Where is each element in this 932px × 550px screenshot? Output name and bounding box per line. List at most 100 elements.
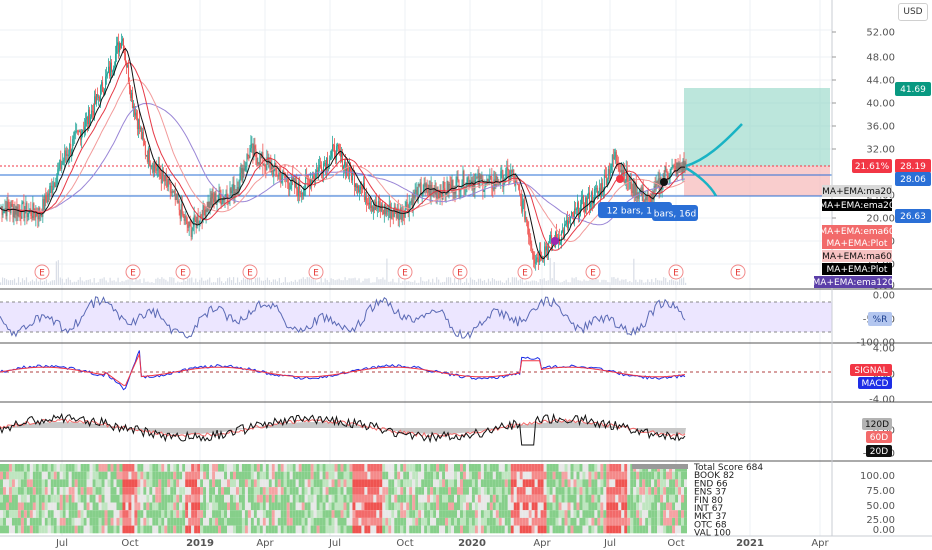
- heatmap-cell: [229, 494, 233, 503]
- projection-arrow-down[interactable]: [685, 166, 718, 197]
- candle-body: [559, 237, 561, 245]
- earnings-marker[interactable]: [397, 264, 413, 280]
- heatmap-cell: [101, 525, 105, 534]
- earnings-marker[interactable]: [585, 264, 601, 280]
- candle-body: [190, 226, 192, 238]
- williams-r-badge-bg[interactable]: [868, 312, 892, 326]
- earnings-marker[interactable]: [34, 264, 50, 280]
- candle-body: [439, 190, 441, 198]
- change-percent-badge-bg[interactable]: [852, 159, 892, 173]
- legend-item-bg[interactable]: [822, 237, 892, 249]
- earnings-marker[interactable]: [668, 264, 684, 280]
- heatmap-cell: [346, 510, 350, 518]
- target-price-badge-bg[interactable]: [895, 82, 931, 96]
- signal-badge-bg[interactable]: [850, 364, 892, 376]
- profit-target-zone[interactable]: [684, 88, 830, 166]
- heatmap-cell: [654, 479, 658, 488]
- heatmap-cell: [77, 502, 81, 511]
- heatmap-cell: [158, 525, 162, 534]
- heatmap-cell: [119, 494, 123, 503]
- heatmap-cell: [146, 494, 150, 503]
- heatmap-cell: [334, 525, 338, 534]
- volume-bar: [595, 278, 597, 285]
- heatmap-cell: [265, 479, 269, 488]
- volume-bar: [501, 282, 504, 285]
- heatmap-cell: [83, 487, 87, 495]
- heatmap-cell: [510, 510, 514, 518]
- earnings-marker[interactable]: [730, 264, 746, 280]
- heatmap-cell: [298, 487, 302, 495]
- heatmap-cell: [71, 487, 75, 495]
- price-scale[interactable]: 52.0048.0044.0040.0036.0032.0024.0020.00…: [813, 0, 931, 536]
- macd-badge-bg[interactable]: [858, 377, 892, 389]
- candle-body: [216, 201, 218, 205]
- line-price-badge-upper-bg[interactable]: [895, 172, 931, 186]
- earnings-marker[interactable]: [517, 264, 533, 280]
- last-price-badge-bg[interactable]: [895, 159, 931, 173]
- heatmap-cell: [451, 471, 455, 480]
- candle-body: [76, 130, 78, 132]
- candle-body: [481, 179, 483, 180]
- heatmap-cell: [474, 494, 478, 503]
- heatmap-cell: [648, 525, 652, 534]
- indicator-legend[interactable]: MA+EMA:ma20MA+EMA:ema20MA+EMA:ema60MA+EM…: [813, 185, 895, 288]
- candle-body: [81, 132, 83, 140]
- legend-item-bg[interactable]: [822, 225, 892, 237]
- stop-loss-zone[interactable]: [684, 166, 830, 196]
- macd-panel[interactable]: [0, 350, 832, 391]
- heatmap-cell: [382, 479, 386, 488]
- legend-item-bg[interactable]: [822, 250, 892, 262]
- legend-item-bg[interactable]: [822, 199, 892, 211]
- heatmap-cell: [155, 510, 159, 518]
- line-price-badge-lower-bg[interactable]: [895, 209, 931, 223]
- candle-body: [528, 227, 530, 237]
- heatmap-cell: [197, 464, 201, 472]
- volume-bar: [318, 281, 320, 285]
- heatmap-cell: [645, 510, 649, 518]
- heatmap-cell: [430, 517, 434, 526]
- heatmap-cell: [352, 487, 356, 495]
- osc-20d-badge-bg[interactable]: [866, 445, 892, 457]
- candle-body: [436, 191, 438, 198]
- oscillator-panel[interactable]: [0, 412, 686, 446]
- heatmap-cell: [376, 494, 380, 503]
- volume-bar: [248, 278, 251, 285]
- earnings-marker[interactable]: [125, 264, 141, 280]
- heatmap-cell: [522, 517, 526, 526]
- legend-item-bg[interactable]: [814, 276, 892, 288]
- heatmap-cell: [367, 510, 371, 518]
- legend-item-bg[interactable]: [822, 185, 892, 197]
- candle-body: [498, 182, 500, 185]
- heatmap-cell: [340, 487, 344, 495]
- osc-120d-badge-bg[interactable]: [862, 418, 892, 430]
- osc-60d-badge-bg[interactable]: [866, 431, 892, 443]
- projection-arrow-up[interactable]: [685, 123, 743, 168]
- legend-item-bg[interactable]: [822, 263, 892, 275]
- earnings-marker[interactable]: [175, 264, 191, 280]
- bars-range-box[interactable]: [652, 205, 698, 221]
- heatmap-cell: [262, 510, 266, 518]
- heatmap-cell: [457, 464, 461, 472]
- williams-r-panel[interactable]: [0, 296, 832, 340]
- heatmap-cell: [421, 525, 425, 534]
- earnings-marker[interactable]: [308, 264, 324, 280]
- candle-body: [549, 237, 551, 243]
- candle-body: [251, 143, 253, 145]
- earnings-marker[interactable]: [452, 264, 468, 280]
- time-axis[interactable]: Jul Oct 2019 Apr Jul Oct 2020 Apr Jul Oct 2021 Apr: [0, 535, 932, 549]
- heatmap-cell: [418, 525, 422, 534]
- heatmap-cell: [504, 517, 508, 526]
- heatmap-cell: [540, 487, 544, 495]
- candle-body: [193, 215, 195, 227]
- earnings-marker[interactable]: [242, 264, 258, 280]
- heatmap-cell: [277, 487, 281, 495]
- currency-button[interactable]: USD: [898, 3, 928, 21]
- heatmap-cell: [328, 479, 332, 488]
- volume-bar: [254, 278, 257, 285]
